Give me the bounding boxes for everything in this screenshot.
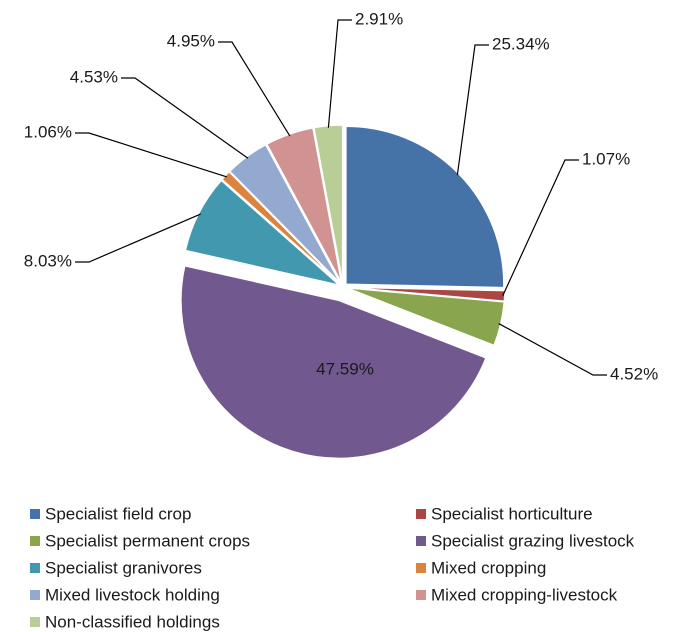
data-label: 25.34% — [492, 34, 550, 53]
leader-line — [327, 19, 352, 128]
pie-slice — [184, 179, 340, 286]
pie-slice — [228, 143, 342, 285]
legend-swatch — [30, 536, 40, 546]
legend-label: Specialist field crop — [45, 504, 191, 523]
legend-swatch — [416, 590, 426, 600]
legend-swatch — [30, 617, 40, 627]
data-label: 4.95% — [167, 31, 215, 50]
legend-swatch — [30, 563, 40, 573]
data-label: 2.91% — [355, 9, 403, 28]
data-label: 1.06% — [24, 122, 72, 141]
data-label: 8.03% — [24, 251, 72, 270]
legend-swatch — [30, 590, 40, 600]
leader-line — [75, 213, 201, 263]
legend-swatch — [416, 509, 426, 519]
leader-line — [456, 44, 489, 176]
leader-line — [502, 159, 579, 297]
leader-line — [498, 323, 607, 376]
legend-label: Mixed cropping — [431, 558, 546, 577]
legend-swatch — [416, 563, 426, 573]
legend-label: Mixed cropping-livestock — [431, 585, 618, 604]
legend-swatch — [416, 536, 426, 546]
pie-slice — [345, 125, 505, 289]
pie-slice — [180, 264, 488, 460]
leader-line — [75, 132, 228, 178]
legend-label: Specialist granivores — [45, 558, 202, 577]
legend-label: Specialist permanent crops — [45, 531, 250, 550]
legend-swatch — [30, 509, 40, 519]
legend-label: Mixed livestock holding — [45, 585, 220, 604]
data-label: 1.07% — [582, 149, 630, 168]
data-label: 47.59% — [316, 359, 374, 378]
leader-line — [218, 41, 291, 137]
data-label: 4.52% — [610, 364, 658, 383]
legend-label: Non-classified holdings — [45, 612, 220, 631]
data-label: 4.53% — [70, 67, 118, 86]
leader-line — [121, 77, 249, 159]
legend-label: Specialist grazing livestock — [431, 531, 635, 550]
legend-label: Specialist horticulture — [431, 504, 593, 523]
